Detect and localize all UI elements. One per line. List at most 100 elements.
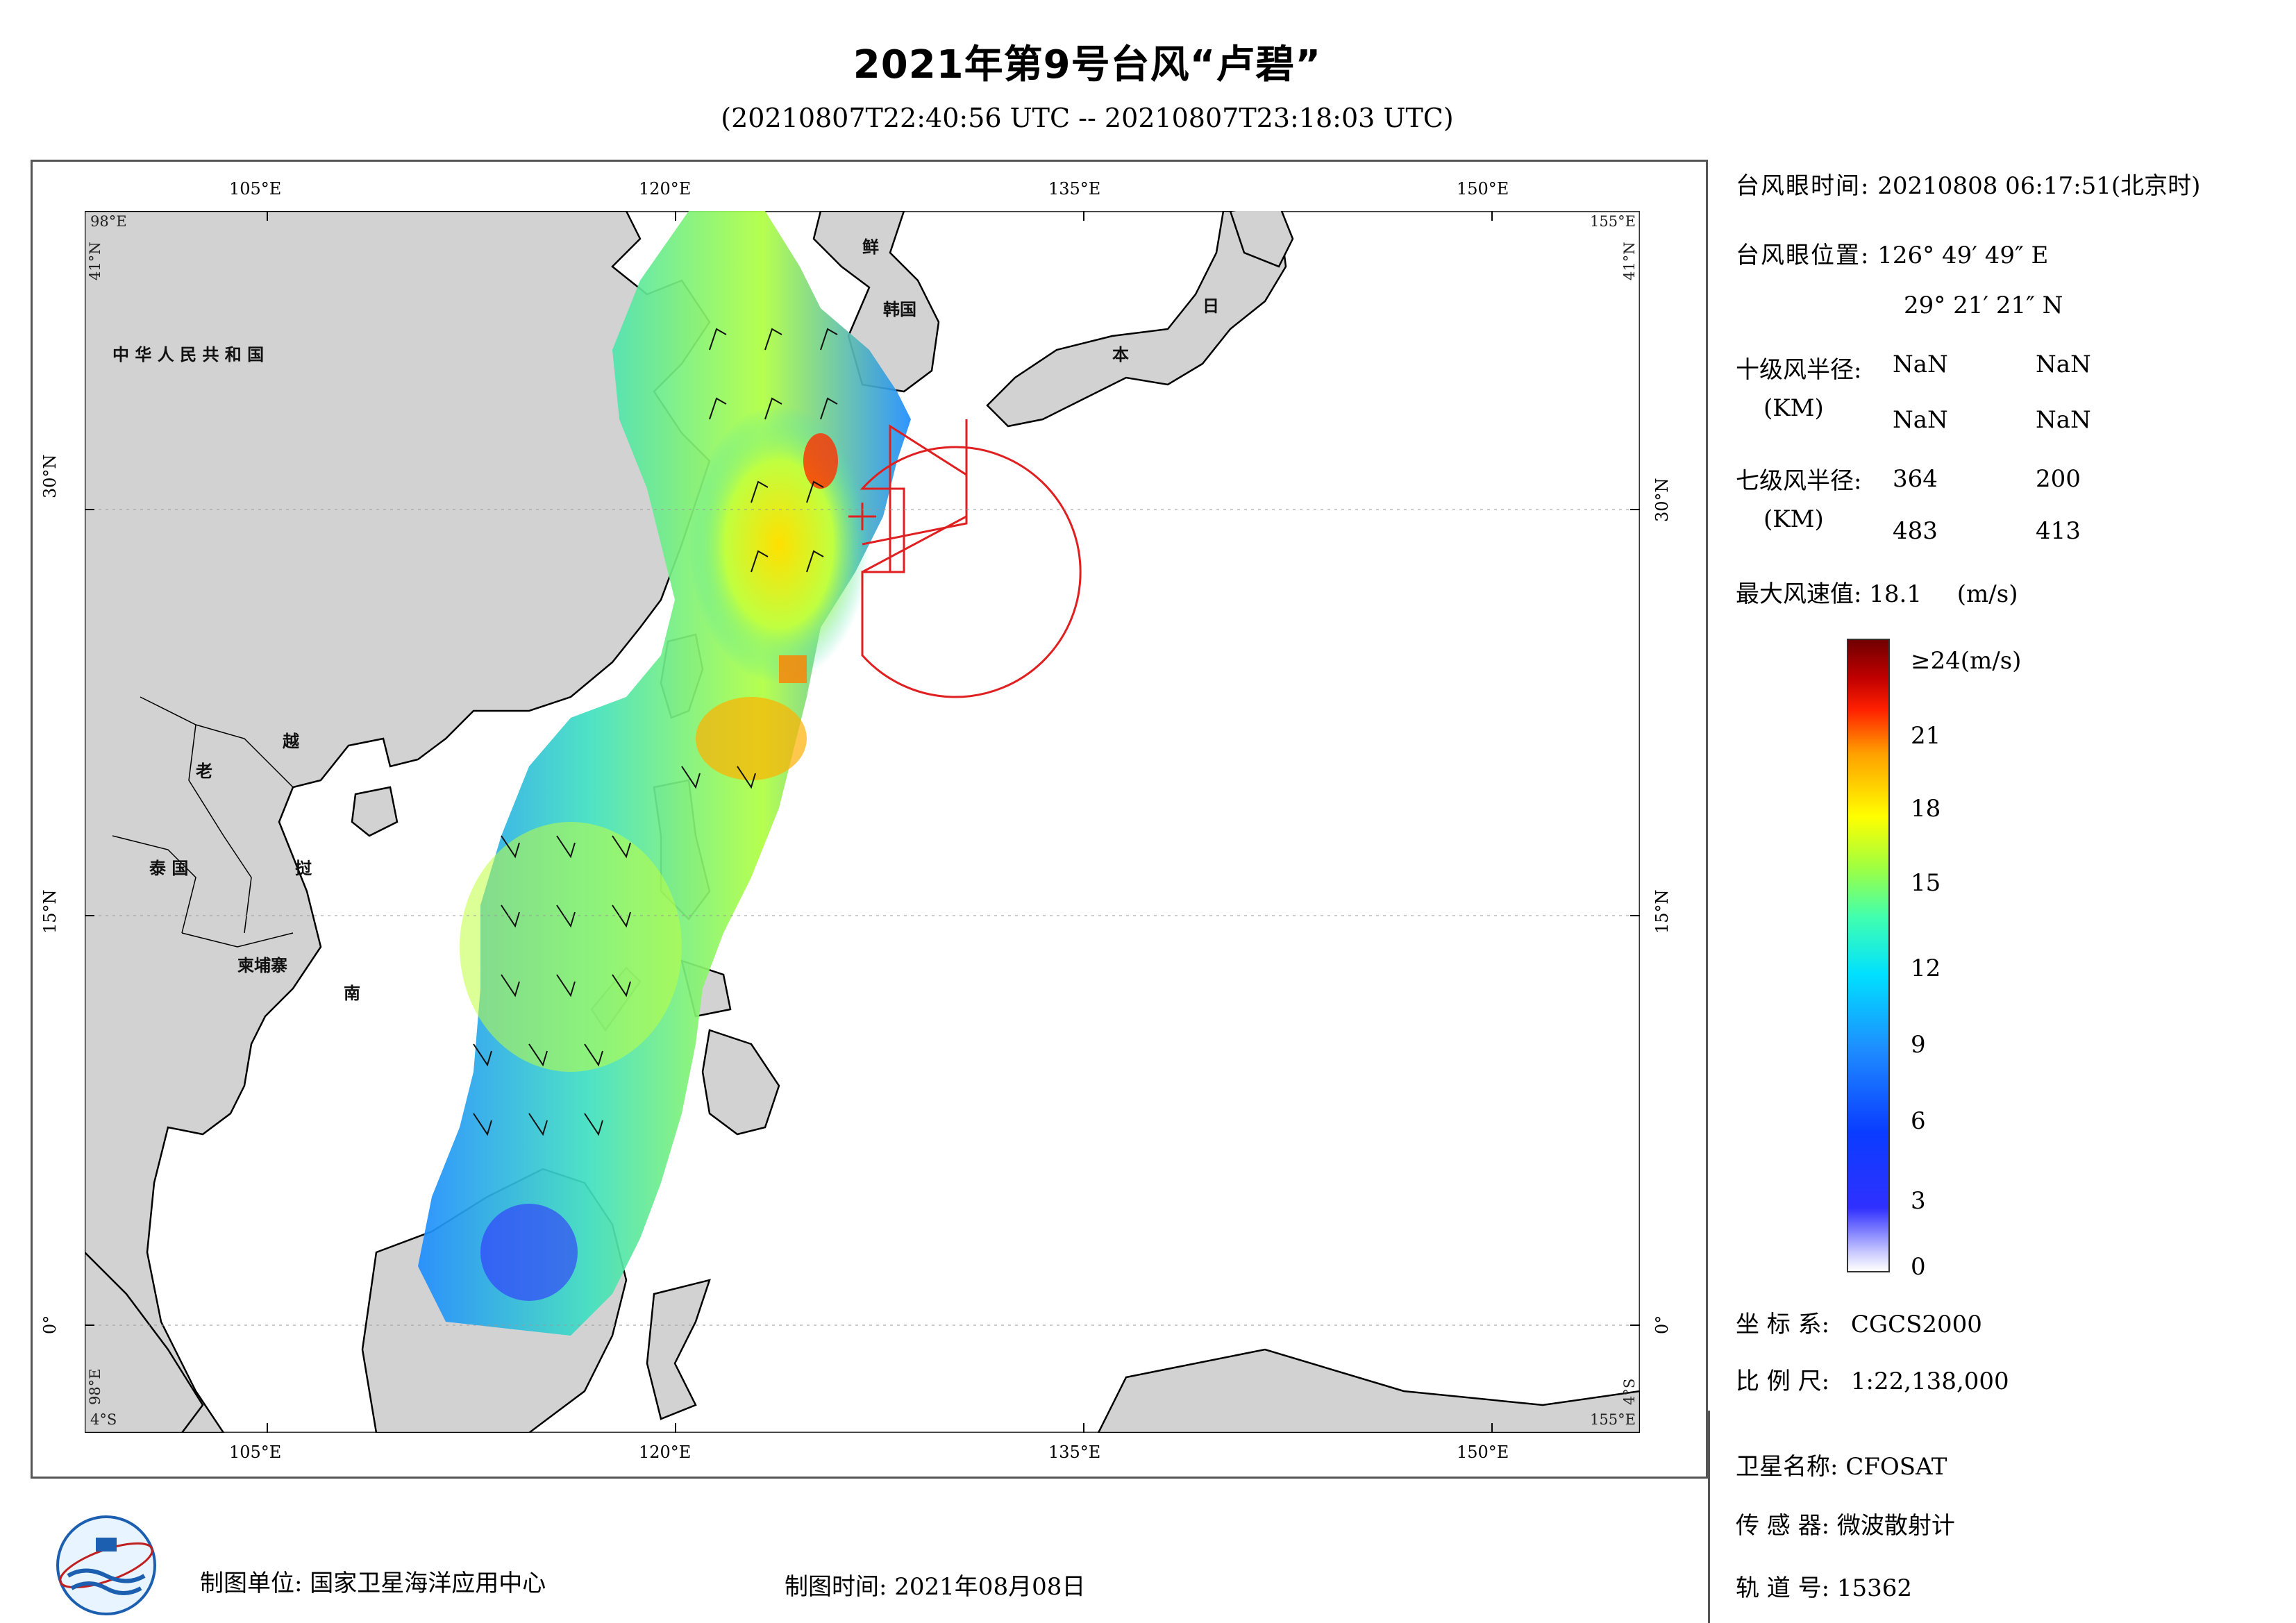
cbar-label-9: 9	[1911, 1031, 1926, 1059]
map-title: 2021年第9号台风“卢碧”	[853, 42, 1322, 87]
meta-divider	[1708, 1411, 1710, 1623]
cbar-label-21: 21	[1911, 722, 1941, 750]
eye-time-label: 台风眼时间:	[1736, 172, 1870, 200]
lat-tick-right-0: 0°	[1652, 1315, 1672, 1334]
date-label: 制图时间:	[785, 1573, 887, 1601]
r7-sw: 483	[1893, 517, 1938, 545]
sat-value: CFOSAT	[1845, 1453, 1947, 1481]
r7-unit: (KM)	[1763, 505, 1824, 533]
cbar-label-0: 0	[1911, 1253, 1926, 1281]
max-wind-label: 最大风速值:	[1736, 580, 1862, 608]
scale-value: 1:22,138,000	[1850, 1368, 2009, 1395]
label-japan-1: 日	[1203, 296, 1219, 316]
label-china: 中 华 人 民 共 和 国	[112, 345, 264, 364]
wind-field-map[interactable]: 中 华 人 民 共 和 国 鲜 韩国 日 本 老 越 泰 国 挝 柬埔寨 南 9…	[85, 211, 1640, 1433]
ocean-center-logo	[56, 1515, 156, 1615]
cbar-label-24: ≥24(m/s)	[1911, 647, 2022, 675]
corner-br-lon: 155°E	[1590, 1411, 1636, 1428]
r10-nw: NaN	[2036, 406, 2091, 434]
land-new-guinea	[1097, 1348, 1640, 1433]
max-wind-row: 最大风速值: 18.1 (m/s)	[1736, 575, 2018, 609]
r7-se: 200	[2036, 465, 2081, 493]
cbar-label-15: 15	[1911, 869, 1941, 897]
wind-radius-quadrant	[862, 424, 968, 573]
scale-label: 比 例 尺:	[1736, 1368, 1830, 1395]
time-range-subtitle: (20210807T22:40:56 UTC -- 20210807T23:18…	[721, 103, 1454, 133]
eye-pos-label: 台风眼位置:	[1736, 242, 1870, 269]
corner-br-lat: 4°S	[1621, 1379, 1638, 1405]
label-korea: 韩国	[883, 300, 916, 319]
eye-time-value: 20210808 06:17:51(北京时)	[1877, 172, 2201, 200]
orbit-row: 轨 道 号: 15362	[1736, 1569, 1912, 1603]
lat-tick-right-15: 15°N	[1652, 889, 1672, 934]
label-vietnam-1: 越	[283, 732, 300, 751]
cbar-label-3: 3	[1911, 1187, 1926, 1215]
lon-tick-top-150: 150°E	[1457, 179, 1509, 199]
eye-time-row: 台风眼时间: 20210808 06:17:51(北京时)	[1736, 167, 2200, 201]
sat-label: 卫星名称:	[1736, 1453, 1838, 1481]
wind-barbs	[473, 328, 838, 1136]
sat-row: 卫星名称: CFOSAT	[1736, 1447, 1947, 1481]
eye-pos-lat: 29° 21′ 21″ N	[1904, 292, 2063, 319]
crs-row: 坐 标 系: CGCS2000	[1736, 1305, 1982, 1339]
date-value: 2021年08月08日	[894, 1573, 1086, 1601]
land-sulawesi	[646, 1279, 711, 1420]
r10-ne: NaN	[1893, 351, 1948, 378]
land-korea	[812, 211, 940, 393]
land-japan	[986, 211, 1287, 428]
r7-ne: 364	[1893, 465, 1938, 493]
crs-value: CGCS2000	[1850, 1311, 1982, 1338]
label-laos: 老	[196, 762, 212, 781]
producer-row: 制图单位: 国家卫星海洋应用中心	[200, 1564, 546, 1598]
label-cambodia: 柬埔寨	[237, 956, 287, 975]
r10-unit: (KM)	[1763, 394, 1824, 422]
label-laos-2: 挝	[295, 859, 312, 878]
lat-tick-left-0: 0°	[40, 1315, 60, 1334]
corner-tl-lat: 41°N	[87, 242, 103, 280]
max-wind-value: 18.1	[1869, 580, 1922, 608]
r7-label: 七级风半径:	[1736, 467, 1862, 495]
orbit-label: 轨 道 号:	[1736, 1574, 1830, 1602]
sensor-value: 微波散射计	[1836, 1512, 1955, 1540]
r10-se: NaN	[2036, 351, 2091, 378]
crs-label: 坐 标 系:	[1736, 1311, 1830, 1338]
lon-tick-bottom-105: 105°E	[229, 1443, 282, 1462]
map-frame	[31, 160, 1708, 1479]
wind-speed-colorbar	[1847, 639, 1890, 1272]
r7-nw: 413	[2036, 517, 2081, 545]
lon-tick-bottom-135: 135°E	[1048, 1443, 1101, 1462]
date-row: 制图时间: 2021年08月08日	[785, 1567, 1085, 1601]
lat-tick-right-30: 30°N	[1652, 478, 1672, 522]
lon-tick-top-120: 120°E	[639, 179, 692, 199]
sensor-row: 传 感 器: 微波散射计	[1736, 1506, 1955, 1540]
cbar-label-12: 12	[1911, 955, 1941, 982]
corner-bl-lat: 4°S	[90, 1411, 117, 1428]
lon-tick-bottom-150: 150°E	[1457, 1443, 1509, 1462]
r10-sw: NaN	[1893, 406, 1948, 434]
r10-label: 十级风半径:	[1736, 356, 1862, 384]
producer-value: 国家卫星海洋应用中心	[310, 1570, 546, 1597]
label-korea-north: 鲜	[862, 237, 879, 257]
land-malay	[85, 1251, 204, 1433]
cbar-label-6: 6	[1911, 1107, 1926, 1135]
land-hokkaido	[1229, 211, 1294, 268]
cbar-label-18: 18	[1911, 795, 1941, 823]
max-wind-unit: (m/s)	[1956, 580, 2018, 608]
lon-tick-bottom-120: 120°E	[639, 1443, 692, 1462]
land-hainan	[351, 786, 399, 837]
corner-tr-lat: 41°N	[1621, 242, 1638, 280]
lat-tick-left-15: 15°N	[40, 889, 60, 934]
lon-tick-top-105: 105°E	[229, 179, 282, 199]
label-vietnam-2: 南	[344, 984, 360, 1003]
producer-label: 制图单位:	[200, 1570, 303, 1597]
corner-tl-lon: 98°E	[90, 213, 127, 230]
scale-row: 比 例 尺: 1:22,138,000	[1736, 1362, 2009, 1396]
land-mindanao	[701, 1029, 780, 1136]
lat-tick-left-30: 30°N	[40, 454, 60, 498]
wind-swath	[418, 211, 911, 1336]
sensor-label: 传 感 器:	[1736, 1512, 1830, 1540]
eye-pos-lon: 126° 49′ 49″ E	[1877, 242, 2049, 269]
label-japan-2: 本	[1112, 345, 1129, 364]
eye-pos-row: 台风眼位置: 126° 49′ 49″ E	[1736, 236, 2048, 270]
label-thailand: 泰 国	[149, 859, 188, 878]
